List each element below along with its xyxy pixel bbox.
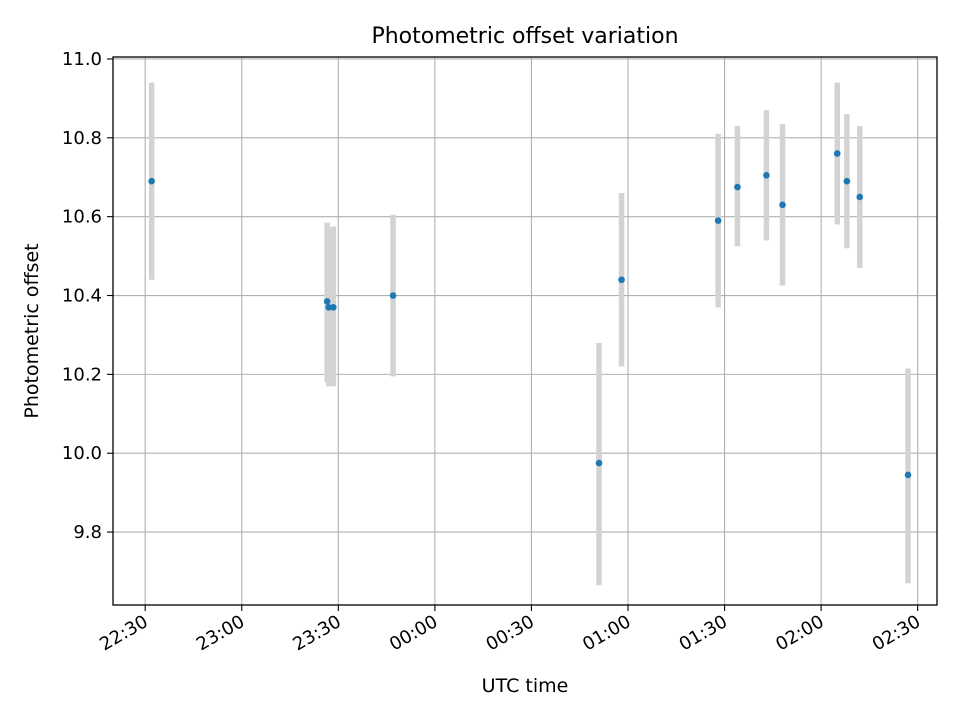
data-point [148,177,155,185]
data-points [148,150,912,479]
y-tick-label: 10.6 [62,207,102,228]
data-point [856,193,864,201]
y-axis-ticks: 9.8 10.0 10.2 10.4 10.6 10.8 11.0 [62,49,113,543]
y-tick-label: 10.8 [62,128,102,149]
data-point [714,217,722,224]
y-tick-label: 10.4 [62,286,102,307]
data-point [904,471,912,479]
data-point [763,171,770,179]
y-tick-label: 10.2 [62,364,102,385]
data-point [330,304,337,311]
y-tick-label: 10.0 [62,443,102,464]
data-point [323,298,331,305]
chart-title: Photometric offset variation [371,24,678,49]
data-point [734,183,741,191]
data-point [389,292,397,299]
plot-frame [112,56,938,606]
grid-lines [113,57,937,605]
data-point [833,150,841,157]
data-point [325,304,332,311]
data-point [618,276,625,284]
y-axis-label: Photometric offset [21,243,43,418]
data-point [779,201,786,209]
y-tick-label: 11.0 [62,49,102,70]
x-axis-label: UTC time [482,675,569,697]
y-tick-label: 9.8 [73,522,102,543]
data-point [843,177,851,185]
data-point [595,459,603,467]
